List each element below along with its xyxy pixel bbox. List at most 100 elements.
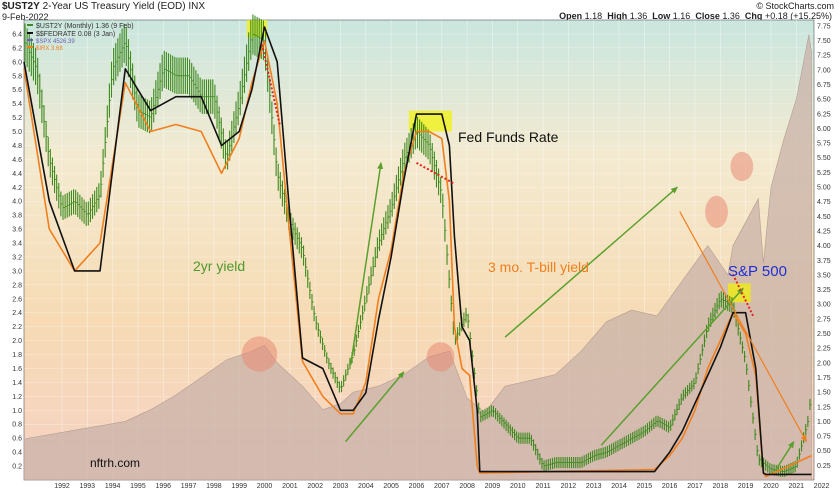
watermark: © StockCharts.com (756, 1, 834, 11)
quote-low-value: 1.16 (672, 11, 691, 21)
y-left-tick-label: 4.4 (12, 171, 22, 178)
y-left-tick-label: 0.6 (12, 436, 22, 443)
y-left-tick-label: 2.0 (12, 338, 22, 345)
label-credit: nftrh.com (90, 456, 140, 470)
y-left-tick-label: 3.0 (12, 268, 22, 275)
x-tick-label: 2017 (687, 483, 703, 490)
quote-close-label: Close (695, 11, 720, 21)
spx-peak-bubble (426, 342, 455, 372)
quote-open-value: 1.18 (584, 11, 603, 21)
spx-peak-bubble (705, 195, 728, 229)
x-tick-label: 2014 (611, 483, 627, 490)
symbol: $UST2Y (2, 1, 40, 12)
x-tick-label: 2007 (434, 483, 450, 490)
y-right-tick-label: 6.50 (817, 97, 831, 104)
tbill-line (23, 40, 812, 478)
x-tick-label: 2003 (333, 483, 349, 490)
green-trend-arrow (344, 371, 405, 443)
orange-tbill-arrow (679, 211, 807, 443)
y-right-tick-label: 3.75 (817, 258, 831, 265)
y-right-tick-label: 1.50 (817, 390, 831, 397)
description: 2-Year US Treasury Yield (EOD) (42, 1, 186, 12)
x-tick-label: 2016 (662, 483, 678, 490)
x-tick-label: 2000 (257, 483, 273, 490)
y-right-tick-label: 3.00 (817, 302, 831, 309)
quote-close-value: 1.36 (722, 11, 740, 21)
x-tick-label: 2011 (536, 483, 551, 490)
y-left-tick-label: 1.4 (12, 380, 22, 387)
y-right-tick-label: 4.75 (817, 199, 831, 206)
chart-date: 9-Feb-2022 (2, 12, 49, 22)
y-right-tick-label: 5.50 (817, 155, 831, 162)
y-right-tick-label: 4.00 (817, 243, 831, 250)
x-tick-label: 2008 (459, 483, 475, 490)
x-tick-label: 2018 (713, 483, 729, 490)
label-3mo-tbill-yield: 3 mo. T-bill yield (488, 259, 589, 275)
y-right-tick-label: 2.25 (817, 346, 831, 353)
y-right-tick-label: 1.00 (817, 419, 831, 426)
x-tick-label: 1999 (231, 483, 247, 490)
x-tick-label: 2015 (637, 483, 653, 490)
x-tick-label: 2022 (814, 483, 830, 490)
y-right-tick-label: 6.00 (817, 126, 831, 133)
legend-item-ust2y: $UST2Y (Monthly) 1.36 (9 Feb) (36, 23, 134, 30)
x-tick-label: 2021 (788, 483, 804, 490)
y-right-tick-label: 6.25 (817, 111, 831, 118)
x-tick-label: 1994 (105, 483, 121, 490)
y-left-tick-label: 2.6 (12, 296, 22, 303)
y-left-tick-label: 3.2 (12, 254, 22, 261)
y-right-tick-label: 5.75 (817, 141, 831, 148)
y-left-tick-label: 5.6 (12, 87, 22, 94)
y-left-tick-label: 1.2 (12, 394, 22, 401)
label-2yr-yield: 2yr yield (193, 258, 245, 274)
chart-header-title: $UST2Y 2-Year US Treasury Yield (EOD) IN… (2, 1, 205, 12)
legend: $UST2Y (Monthly) 1.36 (9 Feb) $$FEDRATE … (27, 23, 134, 52)
y-left-tick-label: 1.8 (12, 352, 22, 359)
x-tick-label: 2020 (763, 483, 779, 490)
y-right-tick-label: 2.50 (817, 331, 831, 338)
x-tick-label: 2019 (738, 483, 754, 490)
green-trend-arrow (775, 440, 795, 470)
y-right-tick-label: 5.00 (817, 185, 831, 192)
y-left-tick-label: 4.2 (12, 185, 22, 192)
annotation-layer (261, 44, 807, 470)
spx-peak-bubble (730, 151, 754, 182)
spx-peak-bubble (241, 336, 278, 372)
x-tick-label: 2012 (561, 483, 577, 490)
y-left-tick-label: 5.2 (12, 115, 22, 122)
y-right-tick-label: 0.50 (817, 448, 831, 455)
quote-low-label: Low (652, 11, 671, 21)
x-tick-label: 2005 (383, 483, 399, 490)
legend-item-fedrate: $$FEDRATE 0.08 (3 Jan) (36, 31, 115, 38)
green-trend-arrow (349, 161, 384, 366)
fedfunds-line (23, 26, 812, 476)
y-right-tick-label: 2.75 (817, 316, 831, 323)
y-left-tick-label: 2.4 (12, 310, 22, 317)
dotted-divergence-line (415, 162, 455, 185)
y-left-tick-label: 6.2 (12, 45, 22, 52)
x-tick-label: 1993 (80, 483, 96, 490)
x-tick-label: 2002 (307, 483, 323, 490)
legend-item-spx: $SPX 4526.39 (36, 39, 75, 45)
quote-chg-value: +0.18 (+15.25%) (764, 11, 832, 21)
y-right-tick-label: 5.25 (817, 170, 831, 177)
y-right-tick-label: 3.25 (817, 287, 831, 294)
label-fed-funds-rate: Fed Funds Rate (458, 129, 559, 145)
green-trend-arrow (504, 186, 679, 338)
label-sp500: S&P 500 (728, 263, 787, 280)
y-left-tick-label: 0.8 (12, 422, 22, 429)
x-tick-label: 1996 (155, 483, 171, 490)
y-right-tick-label: 7.25 (817, 53, 831, 60)
y-left-tick-label: 4.8 (12, 143, 22, 150)
y-right-tick-label: 1.75 (817, 375, 831, 382)
y-right-tick-label: 6.75 (817, 82, 831, 89)
x-tick-label: 2001 (282, 483, 298, 490)
y-right-tick-label: 1.25 (817, 404, 831, 411)
quote-chg-label: Chg (744, 11, 763, 21)
x-tick-label: 2004 (358, 483, 374, 490)
y-left-tick-label: 0.2 (12, 464, 22, 471)
y-left-tick-label: 5.8 (12, 73, 22, 80)
exchange: INX (188, 1, 206, 12)
y-left-tick-label: 3.4 (12, 241, 22, 248)
